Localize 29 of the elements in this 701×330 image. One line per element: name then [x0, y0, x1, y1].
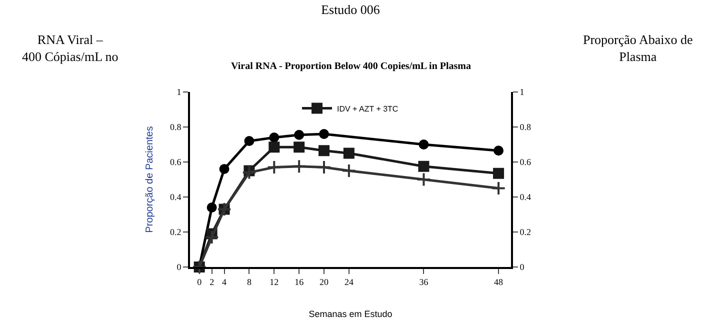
y-tick-label: 0: [176, 262, 182, 272]
text: RNA Viral – 400 Cópias/mL no: [22, 32, 118, 64]
legend-label: IDV + AZT + 3TC: [337, 104, 398, 114]
y2-tick-label: 1: [520, 87, 524, 98]
y-tick-label: 0.4: [170, 192, 182, 202]
y-tick-label: 0.6: [170, 157, 182, 168]
y-tick-label: 1: [176, 87, 182, 98]
y2-tick-label: 0: [520, 262, 525, 272]
x-tick-label: 12: [270, 276, 279, 287]
y2-tick-label: 0.4: [520, 192, 532, 202]
x-tick-label: 16: [294, 276, 304, 287]
text: Proporção Abaixo de Plasma: [583, 32, 693, 64]
y-tick-label: 0.8: [170, 122, 182, 132]
x-tick-label: 0: [197, 276, 202, 287]
y-axis-title: Proporção de Pacientes: [144, 126, 156, 233]
x-tick-label: 2: [210, 276, 214, 287]
y2-tick-label: 0.2: [520, 227, 532, 238]
x-tick-label: 48: [494, 276, 504, 287]
x-tick-label: 20: [320, 276, 330, 287]
y2-tick-label: 0.8: [520, 122, 532, 132]
y2-tick-label: 0.6: [520, 157, 532, 168]
y-tick-label: 0.2: [170, 227, 182, 238]
chart-title: Estudo 006: [321, 2, 380, 18]
x-axis-title: Semanas em Estudo: [308, 309, 392, 320]
x-tick-label: 24: [344, 276, 354, 287]
chart-subtitle: Viral RNA - Proportion Below 400 Copies/mL in Plasma: [231, 61, 471, 72]
x-tick-label: 4: [222, 276, 228, 287]
x-tick-label: 36: [419, 276, 429, 287]
x-tick-label: 8: [246, 276, 252, 287]
